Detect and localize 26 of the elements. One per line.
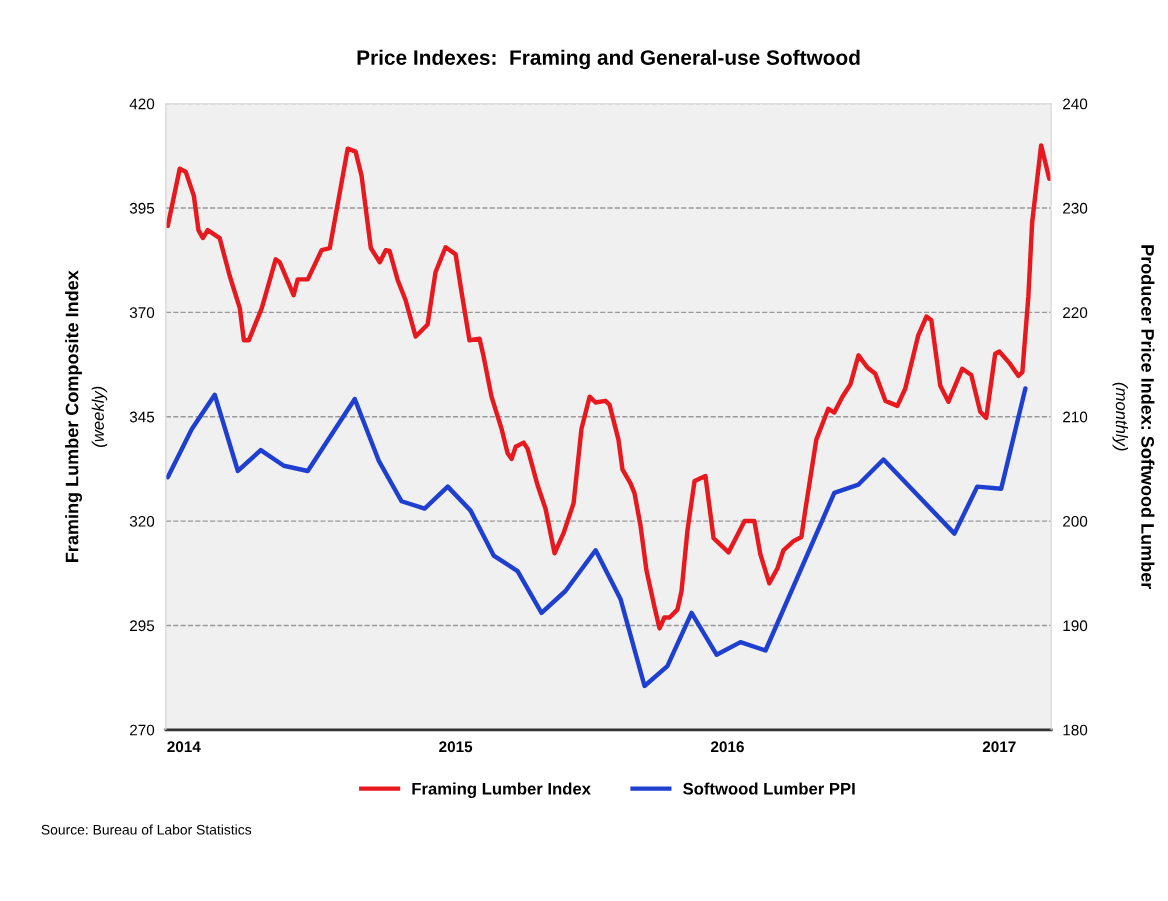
y2-tick-label: 190 [1063,620,1088,632]
x-tick-label: 2015 [439,741,473,753]
y-tick-label: 395 [129,202,155,214]
y-axis-title: Framing Lumber Composite Index (weekly) [65,270,108,562]
y2-tick-label: 210 [1063,411,1088,423]
line-series [165,143,1052,631]
y-tick-label: 320 [129,515,155,527]
x-tick-label: 2017 [982,741,1016,753]
y2-tick-label: 240 [1063,98,1088,110]
x-tick-label: 2014 [167,741,201,753]
legend-label: Softwood Lumber PPI [683,782,855,795]
y-tick-label: 345 [129,411,155,423]
y2-tick-label: 180 [1063,724,1088,736]
y-tick-label: 270 [130,724,155,736]
y2-tick-label: 220 [1063,307,1088,319]
legend-label: Framing Lumber Index [412,782,591,798]
y2-tick-label: 200 [1063,515,1088,527]
y-tick-label: 370 [129,307,155,319]
y2-tick-label: 230 [1063,202,1088,214]
chart-title: Price Indexes: Framing and General-use Softwood [357,49,860,70]
y2-axis-title: Producer Price Index: Softwood Lumber (monthly) [1112,245,1155,589]
y-tick-label: 420 [129,98,155,110]
y-tick-label: 295 [130,620,155,632]
x-tick-label: 2016 [710,741,744,753]
source-note: Source: Bureau of Labor Statistics [41,824,252,835]
line-series [165,386,1028,689]
